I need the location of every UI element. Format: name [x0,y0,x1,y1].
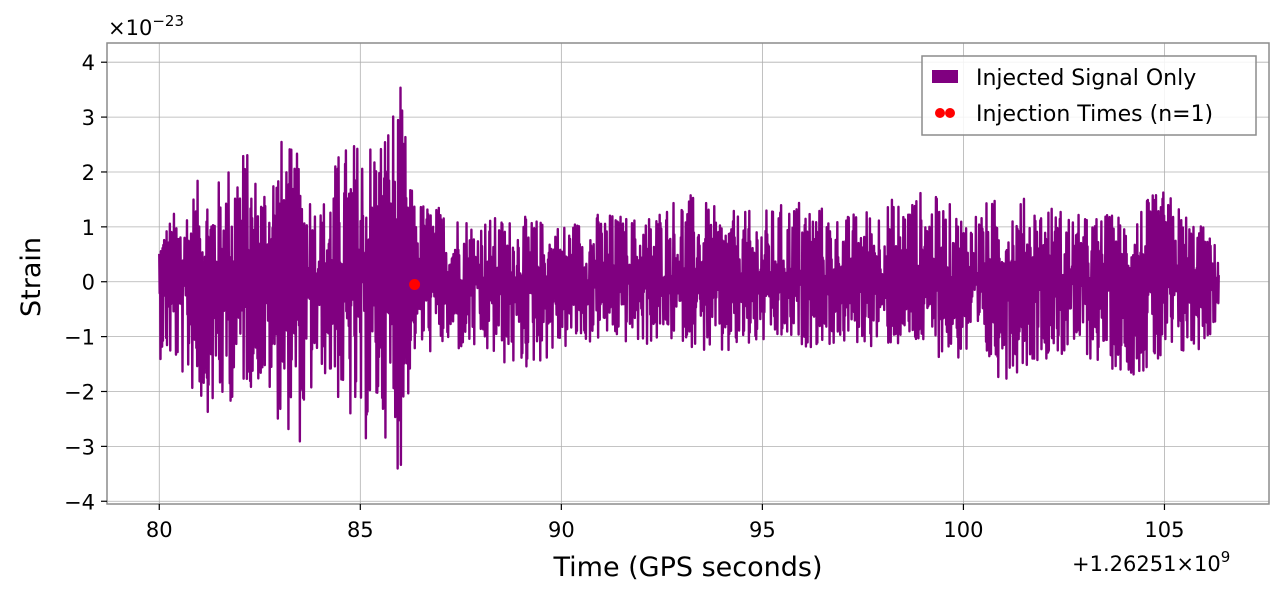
y-tick-label: −1 [64,326,95,350]
legend-marker-injection-times [945,108,955,118]
signal-series [158,86,1220,470]
x-tick-label: 80 [146,518,173,542]
y-multiplier: ×10−23 [108,12,184,40]
y-tick-label: 1 [82,216,95,240]
x-axis-label: Time (GPS seconds) [552,552,822,583]
y-tick-label: −4 [64,490,95,514]
y-tick-label: −3 [64,435,95,459]
injection-time-point [409,278,421,290]
legend-label-injected-signal: Injected Signal Only [976,66,1196,91]
y-axis-label: Strain [16,237,47,317]
x-tick-label: 95 [749,518,776,542]
x-tick-label: 105 [1144,518,1184,542]
x-tick-label: 100 [943,518,983,542]
x-offset: +1.26251×109 [1072,548,1230,576]
legend-swatch-injected-signal [932,70,958,83]
y-tick-label: 2 [82,161,95,185]
y-tick-label: −2 [64,380,95,404]
legend: Injected Signal Only Injection Times (n=… [921,55,1257,136]
y-tick-label: 4 [82,51,95,75]
injection-markers [409,278,421,290]
x-tick-label: 90 [548,518,575,542]
signal-line [158,86,1220,470]
axis-ticks: 80 85 90 95 100 105 −4 −3 −2 −1 0 1 2 3 4 [64,51,1184,542]
y-tick-label: 0 [82,271,95,295]
y-tick-label: 3 [82,106,95,130]
legend-marker-injection-times [935,108,945,118]
x-tick-label: 85 [347,518,374,542]
legend-box [921,55,1257,136]
plot-frame [106,42,1270,505]
legend-label-injection-times: Injection Times (n=1) [976,102,1213,127]
